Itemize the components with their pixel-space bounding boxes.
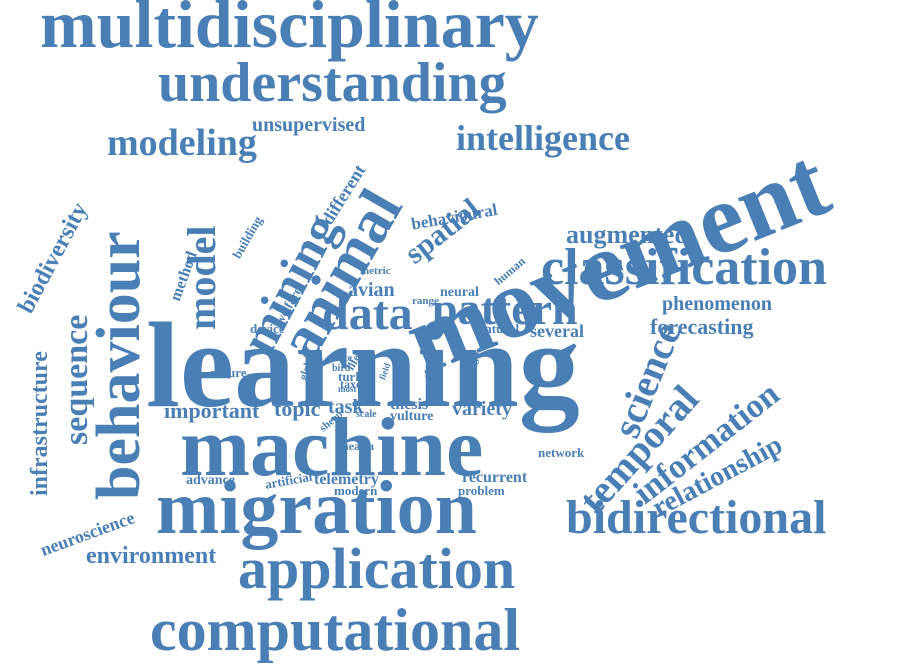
word-multidisciplinary: multidisciplinary (40, 0, 539, 62)
word-turkey: turkey (338, 369, 375, 384)
word-avian: avian (348, 279, 395, 301)
word-pattern: pattern (432, 283, 578, 334)
word-advance: advance (186, 473, 235, 488)
word-thesis: thesis (390, 396, 429, 413)
word-state: state (332, 353, 352, 364)
word-bird: bird (332, 363, 351, 374)
word-understanding: understanding (158, 52, 507, 114)
word-task: task (328, 396, 364, 418)
word-machine: machine (180, 401, 484, 494)
word-bidirectional: bidirectional (566, 491, 827, 544)
word-forecasting: forecasting (650, 314, 754, 339)
word-application: application (238, 536, 516, 601)
word-problem: problem (458, 483, 505, 498)
word-neural: neural (440, 285, 479, 300)
word-scale: scale (356, 409, 377, 420)
word-data: data (322, 287, 413, 340)
word-metric: metric (360, 265, 391, 277)
word-unsupervised: unsupervised (252, 114, 366, 136)
word-biodiversity: biodiversity (13, 198, 94, 318)
word-important: important (164, 398, 260, 423)
word-network: network (538, 445, 585, 460)
word-intelligence: intelligence (456, 118, 630, 158)
word-nature: nature (210, 365, 247, 380)
word-range: range (412, 295, 439, 307)
word-modern: modern (334, 483, 378, 498)
word-augmented: augmented (566, 220, 689, 249)
word-topic: topic (274, 396, 321, 421)
word-computational: computational (150, 597, 521, 663)
word-learning: learning (146, 298, 580, 433)
word-infrastructure: infrastructure (27, 351, 53, 496)
word-most: most (338, 384, 357, 394)
word-loss: loss (386, 349, 402, 360)
word-environment: environment (86, 543, 217, 569)
word-several: several (530, 321, 584, 341)
word-sequence: sequence (58, 314, 95, 445)
word-phenomenon: phenomenon (662, 293, 773, 315)
word-recurrent: recurrent (462, 469, 528, 486)
word-telemetry: telemetry (314, 471, 379, 488)
word-taxon: taxon (340, 377, 369, 391)
word-variety: variety (452, 398, 512, 420)
word-classification: classification (541, 239, 827, 296)
word-vulture: vulture (390, 409, 434, 424)
word-migration: migration (156, 466, 477, 550)
word-health: health (342, 439, 375, 453)
word-device: device (250, 321, 285, 336)
word-natural: natural (478, 321, 520, 336)
word-behaviour: behaviour (85, 231, 153, 500)
word-modeling: modeling (107, 122, 257, 164)
word-building: building (229, 213, 266, 261)
